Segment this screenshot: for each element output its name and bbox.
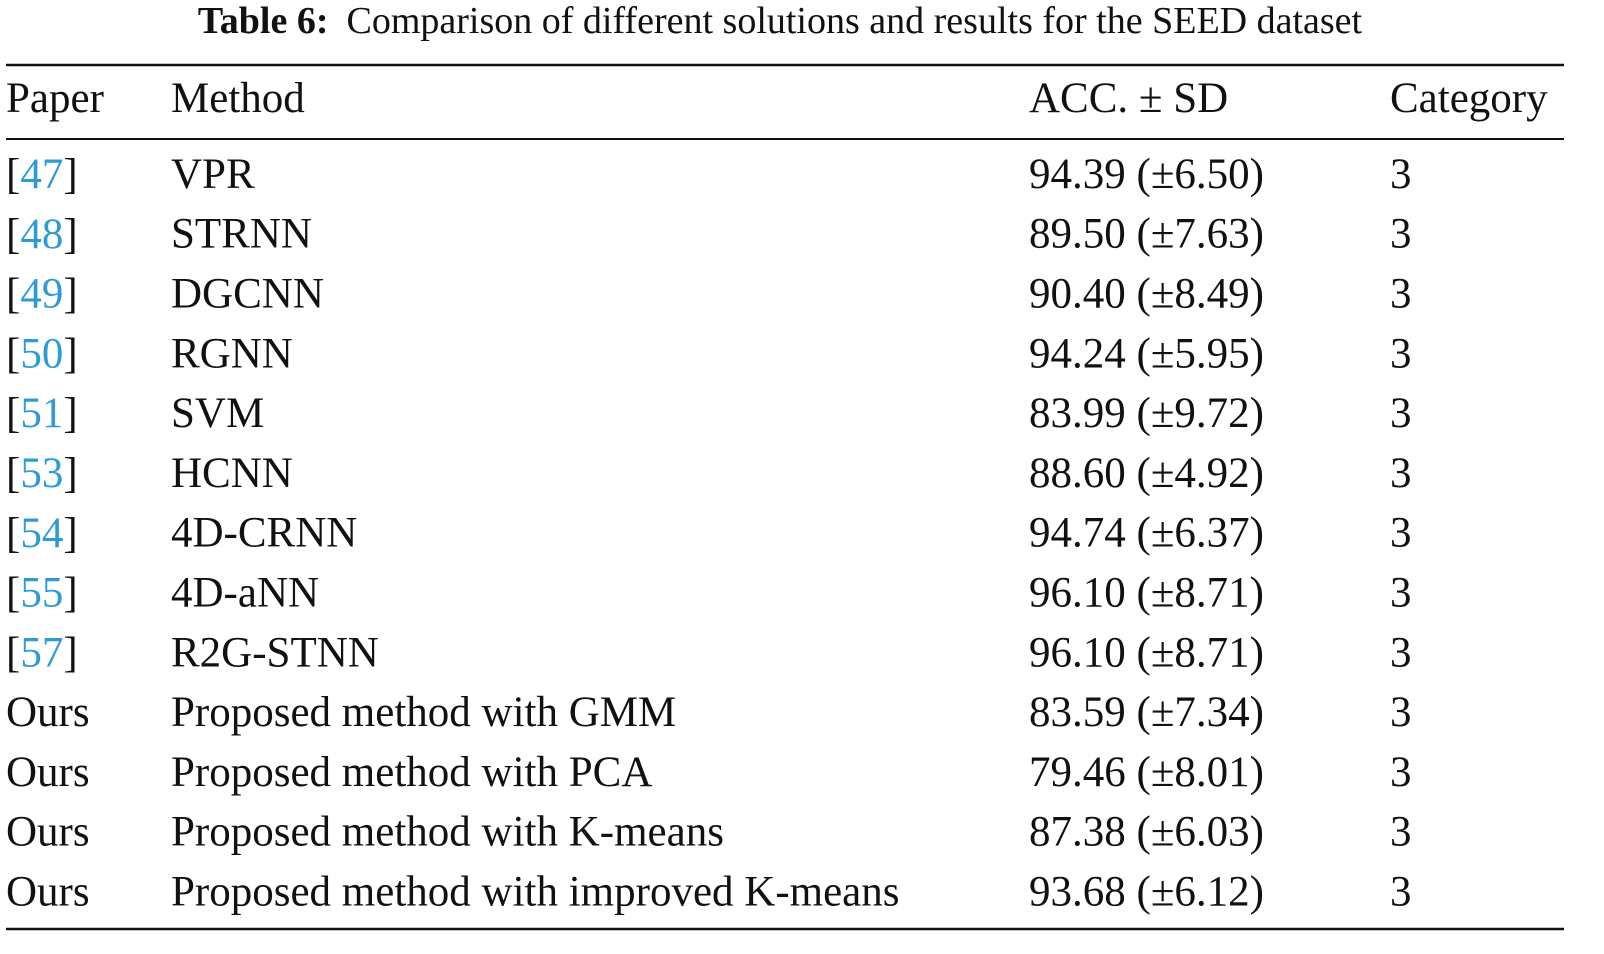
cell-method: STRNN bbox=[171, 211, 312, 258]
cell-method: Proposed method with PCA bbox=[171, 749, 652, 796]
cell-accuracy: 96.10 (±8.71) bbox=[1029, 629, 1264, 676]
cell-accuracy: 94.39 (±6.50) bbox=[1029, 151, 1264, 198]
cell-paper: [55] bbox=[6, 569, 78, 616]
reference-link[interactable]: 57 bbox=[20, 629, 63, 676]
reference-link[interactable]: 53 bbox=[20, 450, 63, 497]
cell-method: VPR bbox=[171, 151, 255, 198]
cell-paper: Ours bbox=[6, 749, 90, 796]
bracket: ] bbox=[63, 450, 77, 497]
cell-accuracy: 94.24 (±5.95) bbox=[1029, 330, 1264, 377]
bracket: [ bbox=[6, 330, 20, 377]
cell-paper: Ours bbox=[6, 809, 90, 856]
table-caption: Comparison of different solutions and re… bbox=[346, 0, 1362, 42]
bracket: ] bbox=[63, 270, 77, 317]
table-title: Table 6: Comparison of different solution… bbox=[198, 0, 1363, 42]
cell-method: 4D-aNN bbox=[171, 569, 319, 616]
header-method: Method bbox=[171, 75, 305, 122]
cell-accuracy: 93.68 (±6.12) bbox=[1029, 868, 1264, 915]
cell-method: SVM bbox=[171, 390, 264, 437]
cell-category: 3 bbox=[1390, 749, 1412, 796]
bracket: [ bbox=[6, 390, 20, 437]
bracket: ] bbox=[63, 569, 77, 616]
cell-category: 3 bbox=[1390, 450, 1412, 497]
reference-link[interactable]: 48 bbox=[20, 211, 63, 258]
reference-link[interactable]: 49 bbox=[20, 270, 63, 317]
cell-category: 3 bbox=[1390, 510, 1412, 557]
cell-paper: Ours bbox=[6, 868, 90, 915]
bracket: ] bbox=[63, 330, 77, 377]
table-label: Table 6: bbox=[198, 0, 329, 42]
cell-paper: [54] bbox=[6, 510, 78, 557]
cell-paper: [57] bbox=[6, 629, 78, 676]
bracket: [ bbox=[6, 151, 20, 198]
cell-paper: [53] bbox=[6, 450, 78, 497]
cell-method: R2G-STNN bbox=[171, 629, 379, 676]
cell-category: 3 bbox=[1390, 689, 1412, 736]
reference-link[interactable]: 54 bbox=[20, 510, 63, 557]
cell-accuracy: 79.46 (±8.01) bbox=[1029, 749, 1264, 796]
cell-accuracy: 87.38 (±6.03) bbox=[1029, 809, 1264, 856]
cell-accuracy: 83.99 (±9.72) bbox=[1029, 390, 1264, 437]
bracket: [ bbox=[6, 629, 20, 676]
cell-method: HCNN bbox=[171, 450, 293, 497]
bracket: ] bbox=[63, 211, 77, 258]
bracket: [ bbox=[6, 450, 20, 497]
cell-category: 3 bbox=[1390, 390, 1412, 437]
cell-accuracy: 88.60 (±4.92) bbox=[1029, 450, 1264, 497]
reference-link[interactable]: 55 bbox=[20, 569, 63, 616]
cell-category: 3 bbox=[1390, 270, 1412, 317]
bracket: [ bbox=[6, 510, 20, 557]
reference-link[interactable]: 47 bbox=[20, 151, 63, 198]
cell-category: 3 bbox=[1390, 809, 1412, 856]
reference-link[interactable]: 51 bbox=[20, 390, 63, 437]
cell-accuracy: 89.50 (±7.63) bbox=[1029, 211, 1264, 258]
cell-method: Proposed method with improved K-means bbox=[171, 868, 900, 915]
cell-paper: [50] bbox=[6, 330, 78, 377]
cell-paper: [49] bbox=[6, 270, 78, 317]
cell-category: 3 bbox=[1390, 151, 1412, 198]
cell-paper: [47] bbox=[6, 151, 78, 198]
bracket: [ bbox=[6, 569, 20, 616]
bracket: ] bbox=[63, 510, 77, 557]
header-accuracy: ACC. ± SD bbox=[1029, 75, 1228, 122]
cell-category: 3 bbox=[1390, 211, 1412, 258]
cell-paper: Ours bbox=[6, 689, 90, 736]
cell-category: 3 bbox=[1390, 569, 1412, 616]
cell-method: 4D-CRNN bbox=[171, 510, 357, 557]
cell-category: 3 bbox=[1390, 868, 1412, 915]
cell-method: Proposed method with GMM bbox=[171, 689, 676, 736]
cell-category: 3 bbox=[1390, 629, 1412, 676]
bracket: ] bbox=[63, 390, 77, 437]
bracket: ] bbox=[63, 629, 77, 676]
header-category: Category bbox=[1390, 75, 1548, 122]
cell-accuracy: 83.59 (±7.34) bbox=[1029, 689, 1264, 736]
bracket: ] bbox=[63, 151, 77, 198]
cell-accuracy: 90.40 (±8.49) bbox=[1029, 270, 1264, 317]
cell-category: 3 bbox=[1390, 330, 1412, 377]
cell-method: DGCNN bbox=[171, 270, 324, 317]
bracket: [ bbox=[6, 211, 20, 258]
header-paper: Paper bbox=[6, 75, 104, 122]
cell-accuracy: 94.74 (±6.37) bbox=[1029, 510, 1264, 557]
cell-method: Proposed method with K-means bbox=[171, 809, 724, 856]
cell-paper: [48] bbox=[6, 211, 78, 258]
cell-method: RGNN bbox=[171, 330, 293, 377]
reference-link[interactable]: 50 bbox=[20, 330, 63, 377]
cell-accuracy: 96.10 (±8.71) bbox=[1029, 569, 1264, 616]
cell-paper: [51] bbox=[6, 390, 78, 437]
bracket: [ bbox=[6, 270, 20, 317]
